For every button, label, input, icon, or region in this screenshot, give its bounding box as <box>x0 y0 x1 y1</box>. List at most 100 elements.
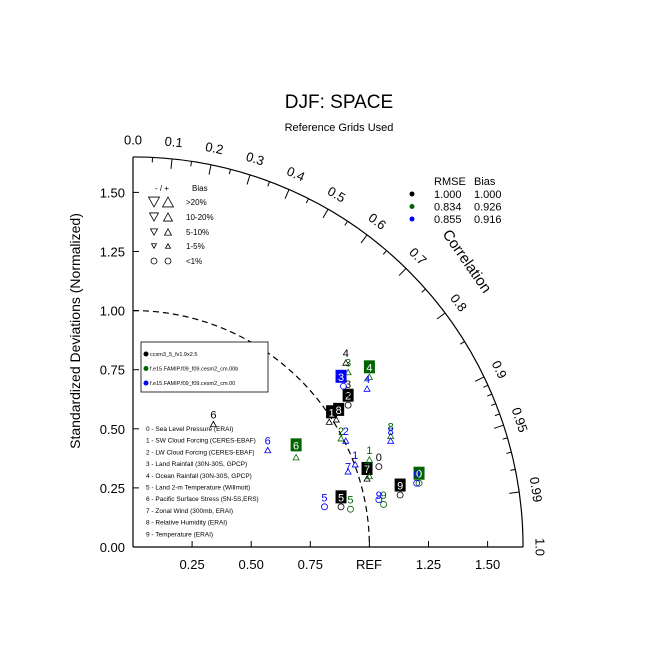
data-point-label: 5 <box>321 492 327 504</box>
correlation-tick-label: 0.99 <box>527 476 545 503</box>
correlation-tick-label: 0.1 <box>164 134 183 151</box>
x-tick-label: 1.25 <box>416 557 441 572</box>
stats-legend-rmse: 0.855 <box>434 214 462 226</box>
data-point-label: 6 <box>293 440 299 452</box>
data-point-label: 3 <box>345 379 351 391</box>
data-point-label: 8 <box>388 426 394 438</box>
data-point-marker <box>264 446 272 454</box>
stats-legend-dot <box>409 216 415 222</box>
variable-legend-item: 5 - Land 2-m Temperature (Willmott) <box>146 485 250 492</box>
data-point-marker <box>347 505 354 513</box>
data-point-marker <box>332 415 340 423</box>
correlation-tick-label: 1.0 <box>533 538 548 556</box>
bias-legend-circle <box>164 257 172 265</box>
correlation-major-tick <box>208 164 212 175</box>
bias-legend-label: 1-5% <box>186 242 205 251</box>
data-point-label: 2 <box>343 426 349 438</box>
data-point-label: 7 <box>364 462 370 474</box>
data-point-label: 8 <box>336 405 342 417</box>
bias-legend-label: 10-20% <box>186 213 214 222</box>
correlation-minor-tick <box>460 341 465 345</box>
stats-legend-rmse: 1.000 <box>434 189 462 201</box>
correlation-tick-label: 0.95 <box>509 406 531 435</box>
data-point-label: 7 <box>345 462 351 474</box>
x-tick-label: 1.50 <box>475 557 500 572</box>
variable-legend-item: 1 - SW Cloud Forcing (CERES-EBAF) <box>146 438 256 445</box>
variable-legend-item: 6 - Pacific Surface Stress (5N-5S,ERS) <box>146 496 259 503</box>
stats-legend-dot <box>409 204 415 209</box>
data-point-label-box <box>361 461 373 475</box>
stats-legend-bias: 0.916 <box>474 214 502 226</box>
y-tick-label: 0.00 <box>100 540 125 555</box>
correlation-minor-tick <box>228 169 231 175</box>
data-point-marker <box>365 373 374 380</box>
case-legend-dot <box>143 380 149 386</box>
data-point-label-box <box>333 402 345 416</box>
correlation-major-tick <box>509 491 520 494</box>
correlation-minor-tick <box>487 393 493 397</box>
correlation-tick-label: 0.5 <box>325 183 348 205</box>
data-point-marker <box>386 437 395 444</box>
y-tick-label: 0.25 <box>100 481 125 496</box>
data-point-label: 0 <box>416 469 422 481</box>
data-point-label: 9 <box>397 481 403 493</box>
data-point-label: 7 <box>364 464 370 476</box>
correlation-tick-label: 0.0 <box>124 132 142 147</box>
stats-legend-rmse-header: RMSE <box>434 176 466 188</box>
data-point-label: 6 <box>210 410 216 422</box>
outer-arc <box>132 156 524 548</box>
data-point-marker <box>351 460 359 468</box>
data-point-marker <box>380 501 387 508</box>
bias-legend-up-triangle <box>162 212 174 222</box>
data-point-label: 3 <box>345 358 351 370</box>
bias-legend-down-triangle <box>147 196 161 208</box>
bias-legend-label: >20% <box>186 198 207 207</box>
y-tick-label: 1.00 <box>100 304 125 319</box>
stats-legend-bias-header: Bias <box>474 176 496 188</box>
correlation-major-tick <box>284 189 290 199</box>
data-point-marker <box>337 503 345 511</box>
correlation-tick-label: 0.3 <box>244 149 266 169</box>
variable-legend-item: 2 - LW Cloud Forcing (CERES-EBAF) <box>146 449 255 456</box>
y-tick-label: 0.50 <box>100 422 125 437</box>
data-point-label: 2 <box>338 426 344 438</box>
data-point-marker <box>321 503 328 511</box>
data-point-label-box <box>335 369 347 383</box>
correlation-minor-tick <box>421 288 426 293</box>
x-tick-label: 0.75 <box>298 557 323 572</box>
data-point-label: 4 <box>343 348 349 360</box>
correlation-minor-tick <box>502 437 508 440</box>
stats-legend-bias: 0.926 <box>474 202 502 214</box>
y-axis-label: Standardized Deviations (Normalized) <box>67 213 83 449</box>
correlation-tick-label: 0.9 <box>489 358 510 381</box>
data-point-label-box <box>335 490 347 504</box>
correlation-minor-tick <box>510 468 516 471</box>
correlation-major-tick <box>474 376 485 382</box>
bias-legend-label: 5-10% <box>186 228 209 237</box>
data-point-marker <box>413 479 421 487</box>
bias-legend-label: <1% <box>186 257 202 266</box>
correlation-major-tick <box>493 424 504 429</box>
case-legend-box <box>140 341 269 393</box>
chart-subtitle: Reference Grids Used <box>285 122 394 134</box>
bias-legend-circle <box>150 257 158 265</box>
correlation-tick-label: 0.7 <box>406 245 429 268</box>
variable-legend-item: 4 - Ocean Rainfall (30N-30S, GPCP) <box>146 473 252 480</box>
data-point-label: 5 <box>338 492 344 504</box>
correlation-major-tick <box>360 234 368 244</box>
data-point-marker <box>415 479 423 487</box>
data-point-marker <box>344 467 352 475</box>
data-point-marker <box>292 453 300 461</box>
data-point-label: 4 <box>366 362 372 374</box>
correlation-minor-tick <box>494 413 500 417</box>
stats-legend-dot <box>409 191 415 197</box>
ref-label: REF <box>356 557 382 572</box>
case-legend-dot <box>143 366 149 371</box>
correlation-minor-tick <box>190 161 193 167</box>
data-point-label-box <box>394 478 406 492</box>
correlation-tick-label: 0.8 <box>447 291 470 314</box>
correlation-minor-tick <box>490 403 496 406</box>
data-point-marker <box>337 434 345 442</box>
